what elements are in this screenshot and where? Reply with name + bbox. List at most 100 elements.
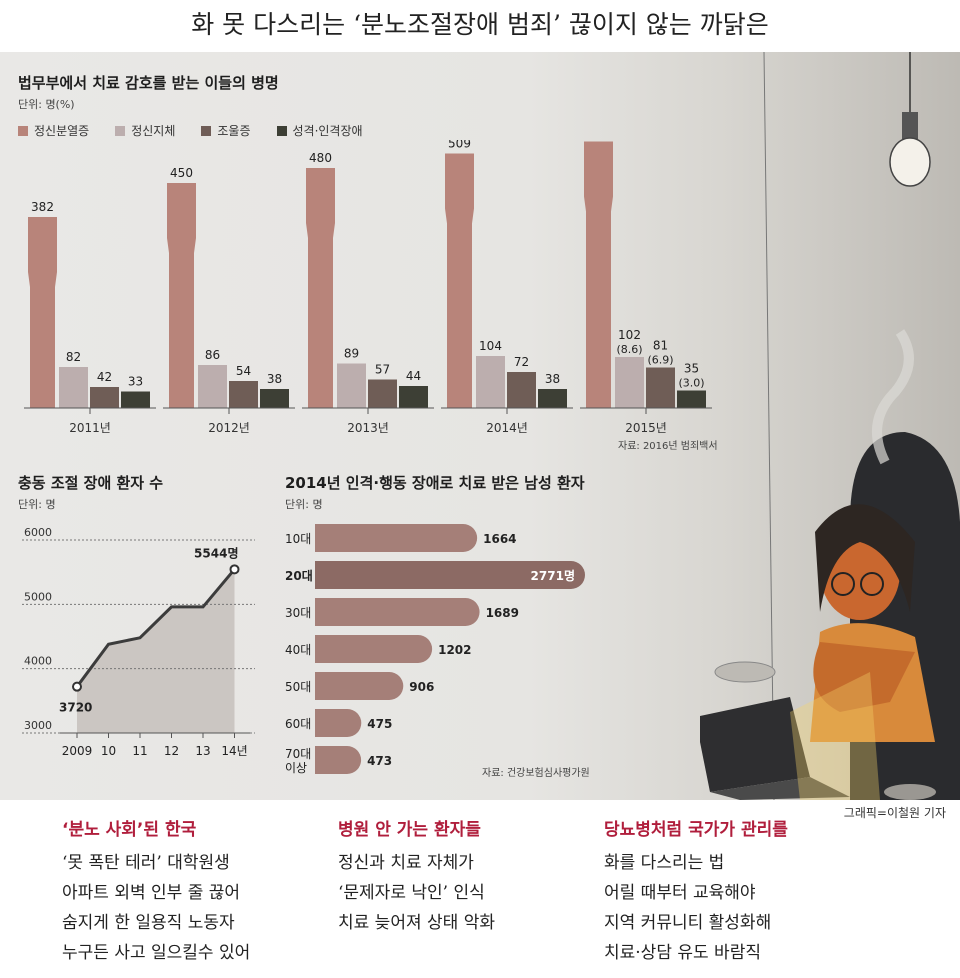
hbar-value-label: 1689 [486,606,519,620]
bar-value-label: 102 [618,328,641,342]
bar-pct-label: (6.9) [647,354,673,367]
line-ytick-label: 6000 [24,526,52,539]
bar-category-label: 2013년 [347,421,389,435]
bar-value-label: 33 [128,375,143,389]
graphic-credit: 그래픽=이철원 기자 [843,806,946,820]
line-xtick-label: 14년 [221,744,247,758]
legend-item: 정신지체 [115,122,175,139]
clutter [884,784,936,800]
bar-정신지체 [198,365,227,408]
bar-정신지체 [615,357,644,408]
line-point-first [72,681,82,692]
line-ytick-label: 4000 [24,655,52,668]
hbar-bar [315,524,478,552]
bar-조울증 [368,379,397,408]
bar-pct-label: (45.2%) [577,140,621,141]
screen-glow [790,672,880,800]
hbar-chart: 10대 1664 20대 2771명 30대 1689 40대 1202 50대 906 60대 47… [285,524,585,775]
hbar-chart-title: 2014년 인격·행동 장애로 치료 받은 남성 환자 [285,474,585,492]
column-3: 당뇨병처럼 국가가 관리를 화를 다스리는 법 어릴 때부터 교육해야 지역 커… [604,815,788,968]
legend-label: 정신지체 [131,124,176,138]
bar-value-label: 42 [97,370,112,384]
column-3-line: 지역 커뮤니티 활성화해 [604,913,772,933]
hbar-category-label: 50대 [285,680,311,694]
bar-chart-source: 자료: 2016년 범죄백서 [618,441,718,452]
bar-chart: 382 82 42 33 2011년 450 86 54 38 2012년 480 89 57 44 201… [24,140,712,435]
hbar-category-label: 60대 [285,717,311,731]
bar-category-label: 2015년 [625,421,667,435]
hbar-category-label: 10대 [285,532,311,546]
legend-label: 정신분열증 [34,124,90,138]
hbar-category-label: 70대 [285,747,311,761]
arms [813,642,915,712]
line-ytick-label: 3000 [24,719,52,732]
bar-value-label: 44 [406,369,421,383]
lightbulb-icon [889,137,931,187]
bar-value-label: 72 [514,355,529,369]
bar-정신지체 [337,363,366,408]
legend-swatch [276,125,287,136]
bar-value-label: 104 [479,339,502,353]
lamp-socket [902,112,918,142]
column-1-line: 숨지게 한 일용직 노동자 [62,913,235,933]
wall-corner-line [763,52,775,800]
column-2: 병원 안 가는 환자들 정신과 치료 자체가 ‘문제자로 낙인’ 인식 치료 늦… [338,815,495,938]
glasses-left [831,572,855,596]
legend-item: 정신분열증 [18,122,89,139]
bar-value-label: 89 [344,347,359,361]
legend-item: 성격·인격장애 [276,122,363,139]
bar-chart-unit: 단위: 명(%) [18,98,75,111]
hbar-bar [315,561,585,589]
hbar-category-label: 40대 [285,643,311,657]
glasses-right [860,572,884,596]
laptop-base [710,777,850,800]
bar-category-label: 2014년 [486,421,528,435]
legend-label: 성격·인격장애 [292,124,363,138]
column-2-line: 치료 늦어져 상태 악화 [338,913,495,933]
line-point-label: 5544명 [194,546,238,560]
column-2-heading: 병원 안 가는 환자들 [338,820,481,840]
line-xtick-label: 11 [132,744,147,758]
bar-pct-label: (8.6) [616,343,642,356]
hbar-category-label: 이상 [285,761,307,775]
column-3-line: 치료·상담 유도 바람직 [604,943,761,963]
column-3-line: 화를 다스리는 법 [604,853,725,873]
line-chart-unit: 단위: 명 [18,498,56,511]
hbar-value-label: 906 [409,680,434,694]
column-2-line: ‘문제자로 낙인’ 인식 [338,883,485,903]
line-ytick-label: 5000 [24,590,52,603]
bar-조울증 [90,387,119,408]
bar-category-label: 2011년 [69,421,111,435]
bar-정신분열증 [167,183,196,408]
bar-성격·인격장애 [260,389,289,408]
bar-chart-title: 법무부에서 치료 감호를 받는 이들의 병명 [18,74,279,92]
hbar-value-label: 473 [367,754,392,768]
line-series [75,568,236,688]
laptop-screen [700,697,810,792]
line-point-last [229,564,240,575]
line-area [77,569,235,733]
bar-value-label: 509 [448,140,471,151]
hbar-chart-source: 자료: 건강보험심사평가원 [482,768,590,779]
column-1-line: ‘못 폭탄 테러’ 대학원생 [62,853,230,873]
line-xtick-label: 10 [101,744,116,758]
bar-성격·인격장애 [538,389,567,408]
bar-category-label: 2012년 [208,421,250,435]
steam [872,329,914,465]
hbar-value-label: 475 [367,717,392,731]
hbar-bar [315,598,480,626]
bar-정신지체 [476,356,505,408]
column-3-line: 어릴 때부터 교육해야 [604,883,756,903]
hbar-category-label: 20대 [285,569,313,583]
hbar-value-label: 1664 [483,532,516,546]
column-1: ‘분노 사회’된 한국 ‘못 폭탄 테러’ 대학원생 아파트 외벽 인부 줄 끊… [62,815,250,968]
bar-성격·인격장애 [121,391,150,408]
line-chart-title: 충동 조절 장애 환자 수 [18,474,164,492]
bar-value-label: 480 [309,151,332,165]
bar-value-label: 57 [375,363,390,377]
column-3-heading: 당뇨병처럼 국가가 관리를 [604,820,788,840]
bar-value-label: 81 [653,339,668,353]
headline: 화 못 다스리는 ‘분노조절장애 범죄’ 끊이지 않는 까닭은 [191,10,769,39]
bar-pct-label: (3.0) [678,377,704,390]
bar-정신분열증 [28,217,57,408]
